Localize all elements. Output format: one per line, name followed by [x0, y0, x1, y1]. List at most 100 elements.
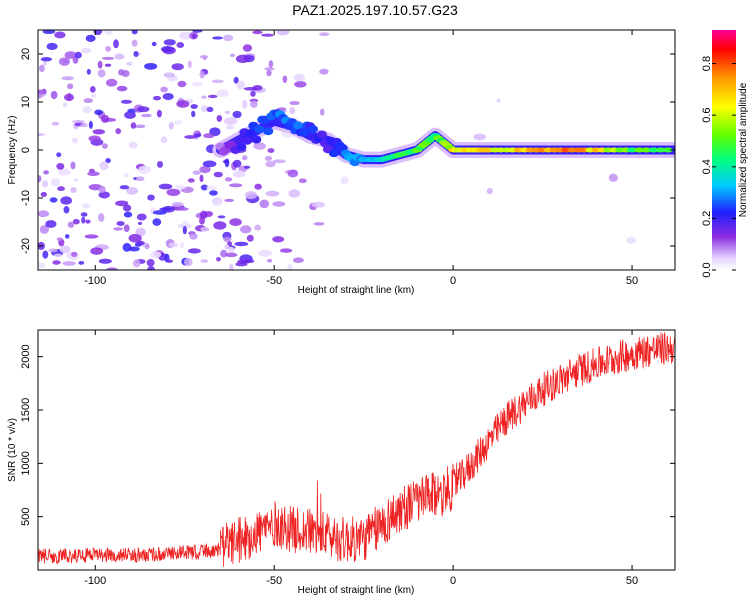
spectrogram-noise-cell: [114, 53, 125, 60]
spectrogram-noise-cell: [234, 241, 249, 247]
spectrogram-noise-cell: [64, 234, 70, 239]
spectrogram-noise-cell: [105, 46, 112, 52]
spectrogram-y-axis-label: Frequency (Hz): [7, 116, 18, 185]
spectrogram-noise-cell: [473, 133, 487, 141]
y-tick-label: -10: [20, 190, 32, 206]
ridge-blob: [316, 130, 327, 139]
spectrogram-noise-cell: [608, 173, 618, 182]
spectrogram-noise-cell: [59, 245, 71, 254]
spectrogram-noise-cell: [135, 227, 146, 237]
spectrogram-noise-cell: [50, 91, 58, 100]
spectrogram-noise-cell: [213, 171, 223, 178]
spectrogram-noise-cell: [223, 236, 232, 243]
spectrogram-noise-cell: [288, 189, 301, 198]
spectrogram-noise-cell: [136, 240, 145, 246]
spectrogram-noise-cell: [176, 100, 190, 108]
colorbar-tick-label: 0.6: [701, 108, 713, 123]
spectrogram-noise-cell: [250, 90, 256, 97]
spectrogram-noise-cell: [191, 110, 196, 118]
spectrogram-noise-cell: [171, 63, 184, 71]
spectrogram-noise-cell: [178, 223, 192, 229]
spectrogram-noise-cell: [83, 98, 93, 104]
spectrogram-noise-cell: [113, 227, 124, 231]
spectrogram-noise-cell: [70, 161, 76, 170]
y-tick-label: 20: [20, 48, 32, 60]
spectrogram-noise-cell: [166, 188, 181, 197]
spectrogram-noise-cell: [105, 78, 118, 87]
spectrogram-noise-cell: [158, 183, 173, 190]
ridge-blob: [293, 121, 304, 130]
spectrogram-noise-cell: [42, 30, 56, 35]
spectrogram-noise-cell: [87, 171, 100, 177]
spectrogram-noise-cell: [101, 143, 108, 149]
spectrogram-noise-cell: [241, 100, 248, 109]
spectrogram-noise-cell: [82, 106, 92, 114]
spectrogram-noise-cell: [319, 68, 329, 75]
spectrogram-noise-cell: [97, 69, 106, 78]
spectrogram-noise-cell: [229, 183, 243, 188]
spectrogram-noise-cell: [152, 210, 167, 215]
spectrogram-noise-cell: [98, 191, 110, 199]
spectrogram-noise-cell: [268, 60, 274, 68]
spectrogram-noise-cell: [276, 30, 290, 36]
spectrogram-noise-cell: [67, 83, 74, 90]
spectrogram-noise-cell: [199, 174, 204, 183]
spectrogram-noise-cell: [225, 252, 238, 258]
spectrogram-noise-cell: [39, 224, 50, 234]
spectrogram-noise-cell: [199, 165, 211, 174]
spectrogram-noise-cell: [128, 246, 140, 252]
spectrogram-noise-cell: [259, 199, 270, 209]
spectrogram-noise-cell: [57, 186, 65, 192]
spectrogram-noise-cell: [42, 61, 47, 67]
spectrogram-noise-cell: [216, 257, 221, 262]
spectrogram-noise-cell: [84, 234, 99, 239]
spectrogram-noise-cell: [183, 257, 193, 267]
spectrogram-noise-cell: [113, 39, 119, 49]
spectrogram-noise-cell: [211, 79, 224, 83]
spectrogram-noise-cell: [56, 162, 65, 170]
spectrogram-noise-cell: [101, 56, 115, 60]
spectrogram-noise-cell: [90, 93, 96, 99]
x-tick-label: 0: [450, 275, 456, 287]
spectrogram-noise-cell: [135, 176, 145, 182]
spectrogram-noise-cell: [227, 246, 235, 255]
spectrogram-noise-cell: [72, 218, 80, 225]
x-tick-label: 50: [626, 575, 638, 587]
spectrogram-x-axis-label: Height of straight line (km): [298, 285, 415, 296]
spectrogram-noise-cell: [85, 219, 91, 224]
spectrogram-noise-cell: [163, 72, 176, 78]
y-tick-label: -20: [20, 238, 32, 254]
spectrogram-noise-cell: [40, 57, 53, 62]
spectrogram-noise-cell: [224, 158, 230, 168]
ridge-blob: [263, 127, 274, 136]
spectrogram-noise-cell: [152, 95, 161, 101]
ridge-blob: [254, 125, 265, 134]
spectrogram-noise-cell: [45, 220, 57, 228]
spectrogram-noise-cell: [240, 225, 252, 234]
spectrogram-noise-cell: [140, 113, 152, 118]
spectrogram-noise-cell: [51, 121, 60, 126]
spectrogram-noise-cell: [206, 185, 218, 191]
colorbar: 0.0 0.2 0.4 0.6 0.8 Normalized spectral ampl…: [701, 30, 749, 278]
spectrogram-noise-cell: [63, 206, 70, 214]
spectrogram-noise-cell: [146, 258, 155, 267]
spectrogram-noise-cell: [243, 86, 258, 91]
spectrogram-noise-cell: [131, 30, 138, 35]
spectrogram-noise-cell: [61, 76, 75, 81]
snr-y-axis-label: SNR (10 * v/v): [7, 418, 18, 482]
spectrogram-noise-cell: [43, 170, 50, 175]
spectrogram-noise-cell: [104, 63, 112, 67]
spectrogram-noise-cell: [100, 114, 110, 123]
spectrogram-noise-cell: [120, 99, 133, 104]
spectrogram-noise-cell: [272, 201, 286, 207]
spectrogram-noise-cell: [235, 261, 248, 267]
spectrogram-noise-cell: [126, 187, 139, 195]
spectrogram-noise-cell: [137, 221, 143, 225]
spectrogram-noise-cell: [319, 32, 330, 37]
spectrogram-noise-cell: [232, 159, 242, 168]
spectrogram-noise-cell: [92, 129, 106, 135]
spectrogram-noise-cell: [152, 218, 162, 226]
spectrogram-noise-cell: [49, 197, 58, 203]
spectrogram-noise-cell: [123, 211, 133, 218]
spectrogram-noise-cell: [217, 215, 226, 219]
